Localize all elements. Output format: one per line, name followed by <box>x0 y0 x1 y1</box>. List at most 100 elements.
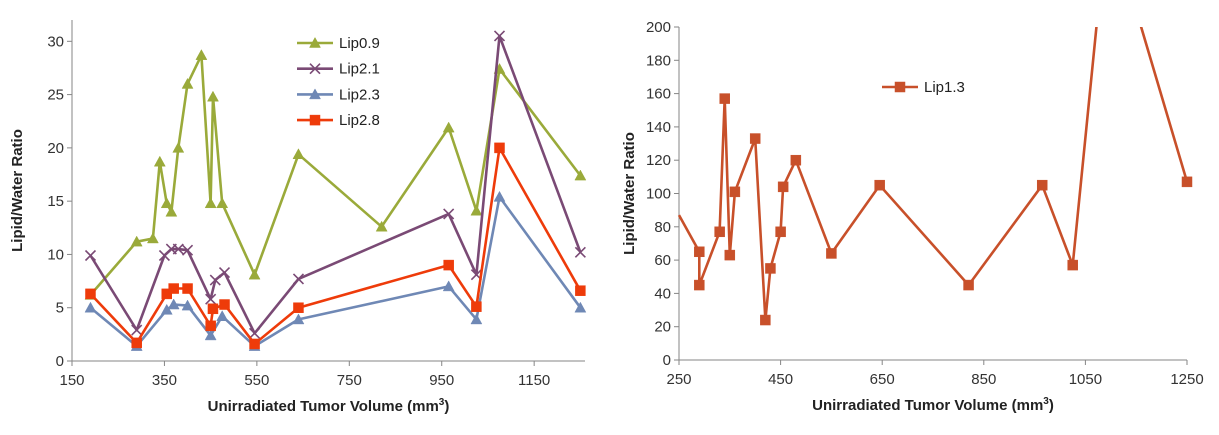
series-line-lip2-3 <box>89 195 582 348</box>
data-point-lip2-3 <box>167 298 180 310</box>
y-tick-label: 10 <box>47 246 64 263</box>
data-point-lip2-8 <box>161 288 172 300</box>
data-point-lip2-3 <box>574 301 587 313</box>
data-point-lip2-8 <box>205 320 216 332</box>
x-tick-label: 650 <box>870 371 895 388</box>
data-point-lip2-8 <box>219 299 230 310</box>
data-point-lip1-3 <box>826 248 837 259</box>
data-point-lip2-3 <box>181 299 194 311</box>
data-point-lip2-8 <box>293 302 304 313</box>
x-tick-label: 450 <box>768 371 793 388</box>
x-tick-label: 1150 <box>518 372 550 389</box>
data-point-lip0-9 <box>216 197 229 209</box>
data-point-lip2-8 <box>471 301 482 312</box>
legend: Lip0.9 Lip2.1 Lip2.3 Lip2.8 <box>297 35 380 129</box>
series-line-lip1-3 <box>677 27 1189 322</box>
data-point-lip1-3 <box>719 93 730 104</box>
data-point-lip1-3 <box>790 154 802 166</box>
data-point-lip2-3 <box>493 190 506 202</box>
y-tick-label: 140 <box>646 119 671 136</box>
data-point-lip2-3 <box>292 313 305 325</box>
legend-marker-lip0-9 <box>309 36 321 48</box>
y-tick-label: 20 <box>47 140 64 157</box>
data-point-lip1-3 <box>874 179 885 191</box>
x-tick-label: 950 <box>429 372 454 389</box>
data-point-lip1-3 <box>1181 176 1193 188</box>
y-tick-label: 160 <box>646 86 671 103</box>
y-tick-label: 20 <box>654 319 671 336</box>
series-lip2-1 <box>84 30 586 339</box>
data-point-lip2-8 <box>207 303 219 315</box>
x-tick-label: 750 <box>337 372 362 389</box>
data-point-lip0-9 <box>172 141 185 153</box>
data-point-lip0-9 <box>146 232 159 244</box>
data-point-lip0-9 <box>181 77 194 89</box>
data-point-lip0-9 <box>442 121 455 133</box>
data-point-lip1-3 <box>694 246 705 258</box>
data-point-lip0-9 <box>292 148 305 160</box>
data-point-lip2-8 <box>131 337 142 349</box>
legend-marker-lip2-8 <box>309 114 321 126</box>
data-point-lip2-1 <box>443 208 455 220</box>
data-point-lip1-3 <box>694 279 705 291</box>
y-tick-label: 15 <box>47 193 64 210</box>
y-tick-label: 30 <box>47 33 64 50</box>
data-point-lip1-3 <box>724 249 736 261</box>
data-point-lip2-1 <box>84 249 97 262</box>
data-point-lip2-8 <box>85 288 96 300</box>
x-axis-title: Unirradiated Tumor Volume (mm3) <box>812 396 1054 414</box>
data-point-lip2-1 <box>248 327 261 339</box>
y-tick-label: 200 <box>646 19 671 36</box>
data-point-lip2-1 <box>493 30 506 42</box>
series-lip2-3 <box>84 190 587 351</box>
series-lip2-8 <box>85 142 586 350</box>
data-point-lip2-1 <box>218 266 231 279</box>
data-point-lip0-9 <box>375 220 388 232</box>
data-point-lip1-3 <box>729 186 741 198</box>
data-point-lip2-3 <box>204 329 217 341</box>
data-point-lip1-3 <box>1036 179 1048 191</box>
legend-label-lip2-1: Lip2.1 <box>339 61 380 78</box>
y-tick-label: 180 <box>646 52 671 69</box>
chart-lip1-3: 0 20 40 60 80 100 120 140 160 180 200 250 450 650 850 1… <box>621 19 1204 414</box>
data-point-lip0-9 <box>574 169 587 181</box>
data-point-lip0-9 <box>248 268 261 280</box>
data-point-lip2-3 <box>442 280 455 292</box>
data-point-lip0-9 <box>195 49 208 60</box>
data-point-lip2-1 <box>181 244 194 256</box>
y-tick-label: 100 <box>646 186 671 203</box>
data-point-lip2-8 <box>249 338 260 350</box>
legend-label-lip2-3: Lip2.3 <box>339 86 380 103</box>
data-point-lip0-9 <box>130 235 143 247</box>
data-point-lip1-3 <box>749 133 761 144</box>
y-tick-label: 40 <box>654 285 671 302</box>
y-tick-label: 5 <box>56 300 64 317</box>
data-point-lip2-1 <box>131 324 143 336</box>
data-point-lip0-9 <box>165 205 178 217</box>
legend-marker-lip2-3 <box>309 88 321 100</box>
data-point-lip1-3 <box>714 226 725 238</box>
data-point-lip2-8 <box>182 283 193 294</box>
y-tick-label: 0 <box>56 353 64 370</box>
data-point-lip2-1 <box>292 273 305 285</box>
data-point-lip2-1 <box>209 274 221 286</box>
data-point-lip0-9 <box>204 197 217 209</box>
y-axis-title: Lipid/Water Ratio <box>9 129 26 252</box>
y-tick-label: 60 <box>654 252 671 269</box>
y-tick-label: 0 <box>663 352 671 369</box>
data-point-lip2-8 <box>168 283 179 294</box>
data-point-lip1-3 <box>963 279 974 291</box>
y-tick-label: 80 <box>654 219 671 236</box>
legend-marker-lip2-1 <box>309 63 321 75</box>
data-point-lip2-8 <box>443 259 454 271</box>
data-point-lip1-3 <box>765 263 776 274</box>
data-point-lip0-9 <box>207 90 219 102</box>
data-point-lip1-3 <box>777 181 789 193</box>
legend-label-lip0-9: Lip0.9 <box>339 35 380 52</box>
y-tick-label: 120 <box>646 152 671 169</box>
data-point-lip1-3 <box>775 226 786 238</box>
y-axis-title: Lipid/Water Ratio <box>621 132 638 255</box>
data-point-lip2-3 <box>84 301 97 313</box>
x-tick-label: 350 <box>152 372 177 389</box>
